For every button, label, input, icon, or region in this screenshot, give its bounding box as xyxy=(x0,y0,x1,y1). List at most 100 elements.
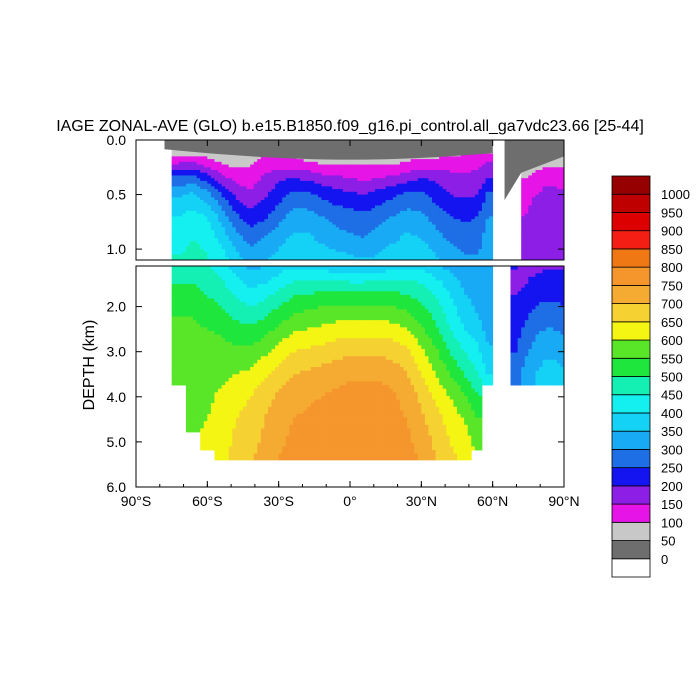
field-cell xyxy=(182,327,187,332)
field-cell xyxy=(432,164,436,168)
field-cell xyxy=(178,320,183,325)
field-cell xyxy=(424,156,429,160)
field-cell xyxy=(278,249,283,253)
field-cell xyxy=(350,161,354,165)
field-cell xyxy=(464,161,469,165)
field-cell xyxy=(539,246,543,250)
field-cell xyxy=(342,191,347,195)
field-cell xyxy=(407,249,412,253)
field-cell xyxy=(285,189,290,193)
field-cell xyxy=(218,227,222,231)
field-cell xyxy=(407,175,412,179)
field-cell xyxy=(464,156,469,160)
field-cell xyxy=(207,302,212,307)
field-cell xyxy=(210,230,215,234)
field-cell xyxy=(207,180,212,185)
field-cell xyxy=(310,200,315,204)
field-cell xyxy=(171,359,176,364)
field-cell xyxy=(264,189,269,193)
field-cell xyxy=(556,180,561,185)
field-cell xyxy=(432,227,436,231)
field-cell xyxy=(342,213,347,217)
field-cell xyxy=(185,246,190,250)
field-cell xyxy=(225,257,230,260)
field-cell xyxy=(292,246,297,250)
field-cell xyxy=(371,216,376,220)
field-cell xyxy=(414,240,419,245)
field-cell xyxy=(275,189,280,193)
field-cell xyxy=(549,178,554,182)
field-cell xyxy=(424,213,429,217)
field-cell xyxy=(353,246,358,250)
field-cell xyxy=(317,167,322,171)
field-cell xyxy=(185,243,190,247)
field-cell xyxy=(203,197,208,201)
field-cell xyxy=(235,189,240,193)
field-cell xyxy=(371,186,376,190)
field-cell xyxy=(428,172,433,176)
field-cell xyxy=(325,238,329,242)
field-cell xyxy=(228,200,233,204)
field-cell xyxy=(207,232,212,236)
field-cell xyxy=(489,232,494,236)
field-cell xyxy=(414,232,419,236)
field-cell xyxy=(407,254,412,258)
field-cell xyxy=(553,219,558,223)
field-cell xyxy=(350,232,354,236)
field-cell xyxy=(467,186,472,190)
field-cell xyxy=(203,172,208,176)
field-cell xyxy=(289,230,294,234)
field-cell xyxy=(460,238,465,242)
field-cell xyxy=(389,249,394,253)
field-cell xyxy=(314,202,319,206)
field-cell xyxy=(314,238,319,242)
field-cell xyxy=(253,224,258,228)
field-cell xyxy=(182,302,187,307)
field-cell xyxy=(528,170,533,174)
field-cell xyxy=(239,156,244,160)
field-cell xyxy=(278,180,283,185)
field-cell xyxy=(193,399,198,404)
field-cell xyxy=(392,221,397,225)
field-cell xyxy=(253,191,258,195)
field-cell xyxy=(442,257,447,260)
field-cell xyxy=(200,266,205,271)
field-cell xyxy=(218,254,222,258)
field-cell xyxy=(282,167,287,171)
field-cell xyxy=(396,249,401,253)
field-cell xyxy=(346,238,351,242)
field-cell xyxy=(296,191,301,195)
field-cell xyxy=(410,200,415,204)
field-cell xyxy=(193,413,198,418)
field-cell xyxy=(560,257,564,260)
field-cell xyxy=(542,205,547,209)
field-cell xyxy=(521,194,526,198)
field-cell xyxy=(182,280,187,285)
field-cell xyxy=(485,156,490,160)
field-cell xyxy=(478,205,483,209)
field-cell xyxy=(403,216,408,220)
field-cell xyxy=(218,180,222,185)
field-cell xyxy=(210,280,215,285)
field-cell xyxy=(303,186,308,190)
field-cell xyxy=(378,257,383,260)
field-cell xyxy=(553,235,558,239)
field-cell xyxy=(264,186,269,190)
field-cell xyxy=(403,224,408,228)
field-cell xyxy=(403,202,408,206)
field-cell xyxy=(478,161,483,165)
field-cell xyxy=(417,251,422,255)
field-cell xyxy=(350,200,354,204)
field-cell xyxy=(253,235,258,239)
field-cell xyxy=(185,363,190,368)
field-cell xyxy=(178,377,183,382)
field-cell xyxy=(382,243,387,247)
field-cell xyxy=(417,161,422,165)
field-cell xyxy=(374,210,379,215)
field-cell xyxy=(432,254,436,258)
field-cell xyxy=(342,170,347,174)
field-cell xyxy=(260,238,265,242)
field-cell xyxy=(428,164,433,168)
field-cell xyxy=(178,254,183,258)
field-cell xyxy=(171,291,176,296)
